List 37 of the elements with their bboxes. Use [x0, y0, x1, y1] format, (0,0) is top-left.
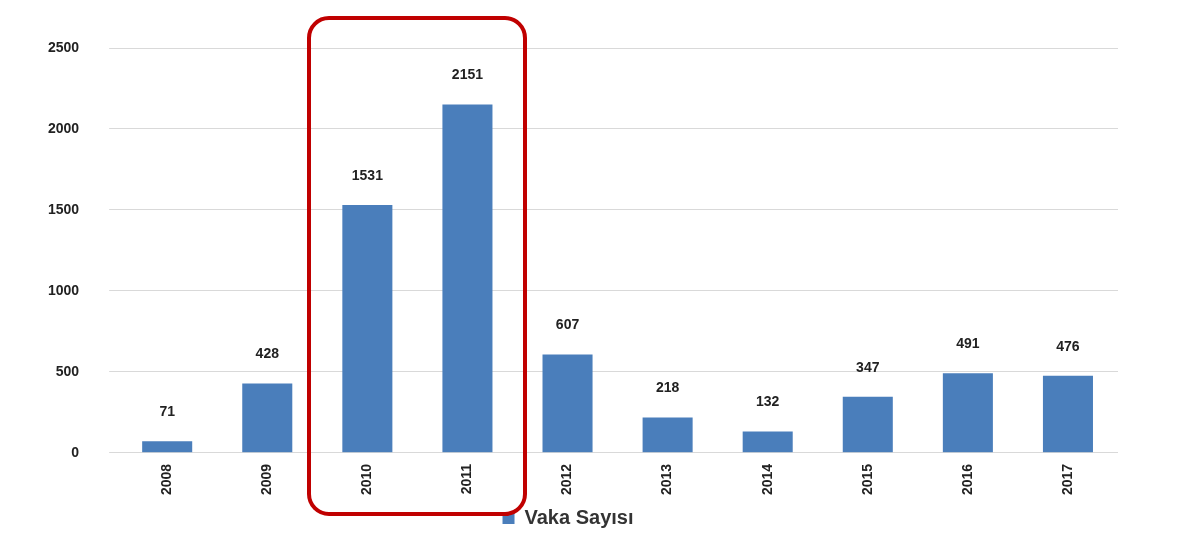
bar	[942, 373, 993, 453]
bar	[742, 431, 793, 453]
bar	[1042, 375, 1093, 453]
bar	[442, 104, 493, 453]
data-label: 428	[255, 345, 280, 362]
y-tick-label: 500	[55, 362, 80, 379]
bar	[842, 396, 893, 453]
legend-label: Vaka Sayısı	[524, 505, 634, 528]
data-label: 347	[856, 358, 880, 375]
x-tick-label: 2010	[358, 463, 375, 496]
x-tick-label: 2009	[258, 463, 275, 496]
x-tick-label: 2016	[958, 463, 975, 496]
y-tick-label: 1500	[47, 200, 80, 217]
bar	[142, 441, 193, 453]
y-tick-label: 1000	[47, 281, 80, 298]
bar	[242, 383, 293, 453]
x-tick-label: 2008	[158, 463, 175, 496]
y-tick-label: 0	[71, 443, 80, 460]
x-tick-label: 2014	[758, 463, 775, 496]
y-tick-label: 2000	[47, 119, 80, 136]
x-tick-label: 2015	[858, 463, 875, 496]
data-label: 132	[756, 393, 780, 410]
bar	[542, 354, 593, 453]
data-label: 607	[555, 316, 580, 333]
bar	[642, 417, 693, 453]
bar	[342, 204, 393, 453]
data-label: 1531	[351, 166, 384, 183]
x-tick-label: 2011	[458, 463, 475, 495]
data-label: 2151	[451, 66, 484, 83]
y-tick-label: 2500	[47, 38, 80, 55]
x-tick-label: 2013	[658, 463, 675, 496]
data-label: 218	[655, 379, 680, 396]
data-label: 71	[159, 403, 176, 420]
x-tick-label: 2017	[1058, 463, 1075, 496]
data-label: 491	[956, 335, 980, 352]
x-tick-label: 2012	[558, 463, 575, 496]
data-label: 476	[1056, 337, 1080, 354]
